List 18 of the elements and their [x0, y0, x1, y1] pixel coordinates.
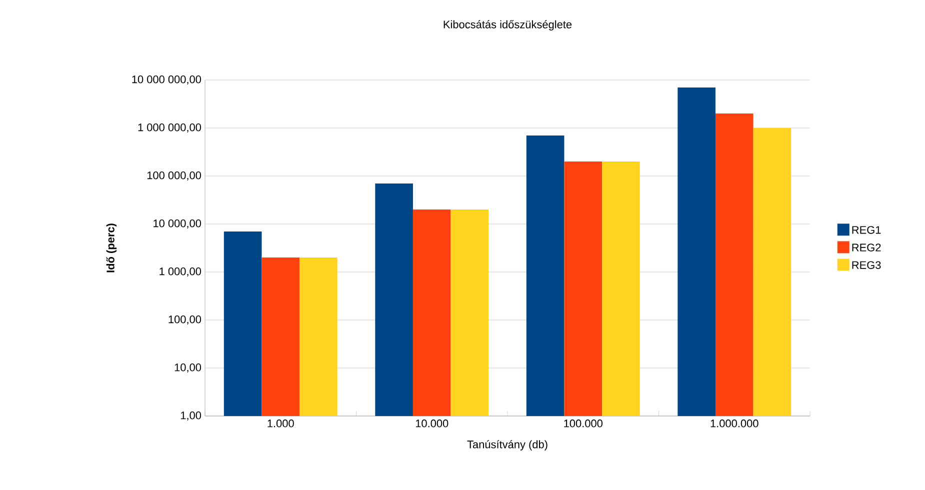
chart-title: Kibocsátás időszükséglete — [444, 20, 572, 30]
y-tick-label: 1 000,00 — [160, 267, 202, 277]
legend-label: REG2 — [852, 244, 881, 252]
x-tick-label: 1.000.000 — [710, 420, 758, 428]
y-axis-title: Idő (perc) — [106, 224, 117, 272]
y-tick-label: 10 000 000,00 — [132, 75, 202, 85]
y-tick-label: 100,00 — [168, 315, 202, 325]
y-tick-label: 100 000,00 — [147, 171, 202, 181]
x-axis-title: Tanúsítvány (db) — [467, 440, 548, 450]
y-tick-label: 10 000,00 — [154, 219, 202, 229]
x-tick-label: 100.000 — [564, 420, 602, 428]
x-tick-label: 10.000 — [416, 420, 448, 428]
y-tick-label: 1,00 — [180, 411, 202, 421]
x-tick-label: 1.000 — [268, 420, 294, 428]
legend-label: REG1 — [852, 226, 881, 234]
legend-label: REG3 — [852, 261, 881, 269]
y-tick-label: 10,00 — [174, 363, 202, 373]
y-tick-label: 1 000 000,00 — [138, 123, 202, 133]
